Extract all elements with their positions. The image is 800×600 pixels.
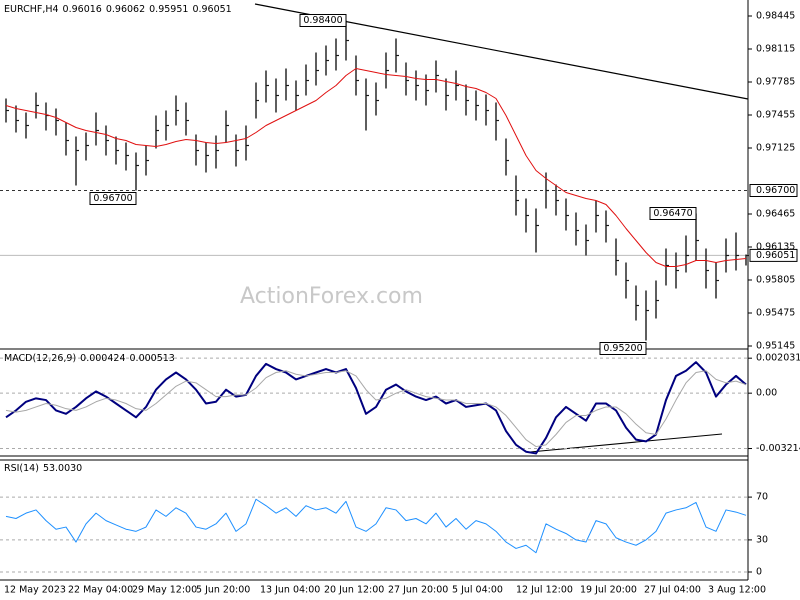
y-tick-label: 0 — [756, 567, 762, 578]
x-tick-label: 5 Jul 04:00 — [452, 585, 503, 596]
x-tick-label: 12 May 2023 — [4, 585, 66, 596]
y-tick-label: 0.95805 — [756, 275, 795, 286]
indicator-line — [5, 68, 747, 267]
annotation-box — [649, 207, 697, 220]
ohlc-value: 0.95951 — [149, 4, 188, 15]
y-tick-label: 0.98115 — [756, 44, 795, 55]
y-tick-label: 0.97455 — [756, 110, 795, 121]
indicator-line — [5, 498, 747, 554]
indicator-name: RSI(14) — [4, 463, 39, 474]
y-tick-label: 0.002031 — [756, 353, 800, 364]
symbol: EURCHF,H4 — [4, 4, 59, 15]
annotation-box — [89, 192, 137, 205]
indicator-header: RSI(14) 53.0030 — [4, 463, 82, 474]
y-tick-label: 0.96135 — [756, 242, 795, 253]
y-tick-label: 0.97785 — [756, 77, 795, 88]
indicator-header: MACD(12,26,9) 0.000424 0.000513 — [4, 353, 175, 364]
level-label-box — [749, 184, 798, 197]
ohlc-value: 0.96062 — [106, 4, 145, 15]
y-tick-label: 0.98445 — [756, 11, 795, 22]
y-tick-label: 0.95475 — [756, 308, 795, 319]
x-tick-label: 27 Jun 20:00 — [388, 585, 448, 596]
annotation-box — [299, 14, 347, 27]
y-tick-label: -0.003214 — [756, 443, 800, 454]
ohlc-value: 0.96016 — [63, 4, 102, 15]
annotation-label: 0.96470 — [653, 208, 692, 219]
annotation-label: 0.98400 — [303, 15, 342, 26]
y-tick-label: 0.96465 — [756, 209, 795, 220]
price-label: 0.96051 — [756, 250, 795, 261]
x-tick-label: 12 Jul 12:00 — [516, 585, 573, 596]
annotation-label: 0.95200 — [603, 343, 642, 354]
chart-header: EURCHF,H4 0.96016 0.96062 0.95951 0.96051 — [4, 4, 232, 15]
watermark: ActionForex.com — [240, 284, 423, 309]
y-tick-label: 0.00 — [756, 388, 777, 399]
x-tick-label: 27 Jul 04:00 — [644, 585, 701, 596]
x-tick-label: 20 Jun 12:00 — [324, 585, 384, 596]
indicator-value: 0.000513 — [130, 353, 175, 364]
indicator-line — [5, 361, 747, 455]
indicator-value: 0.000424 — [80, 353, 125, 364]
x-tick-label: 13 Jun 04:00 — [260, 585, 320, 596]
indicator-line — [5, 370, 747, 448]
annotation-box — [599, 342, 647, 355]
y-tick-label: 0.97125 — [756, 143, 795, 154]
y-tick-label: 70 — [756, 492, 768, 503]
price-label-box — [749, 248, 798, 262]
x-tick-label: 5 Jun 20:00 — [196, 585, 250, 596]
x-tick-label: 3 Aug 12:00 — [708, 585, 766, 596]
ohlc-value: 0.96051 — [192, 4, 231, 15]
level-label: 0.96700 — [756, 185, 795, 196]
y-tick-label: 0.95145 — [756, 341, 795, 352]
trend-line — [529, 433, 723, 453]
x-tick-label: 29 May 12:00 — [132, 585, 197, 596]
x-tick-label: 22 May 04:00 — [68, 585, 133, 596]
indicator-name: MACD(12,26,9) — [4, 353, 76, 364]
indicator-value: 53.0030 — [43, 463, 82, 474]
y-tick-label: 30 — [756, 534, 768, 545]
x-tick-label: 19 Jul 20:00 — [580, 585, 637, 596]
annotation-label: 0.96700 — [93, 193, 132, 204]
